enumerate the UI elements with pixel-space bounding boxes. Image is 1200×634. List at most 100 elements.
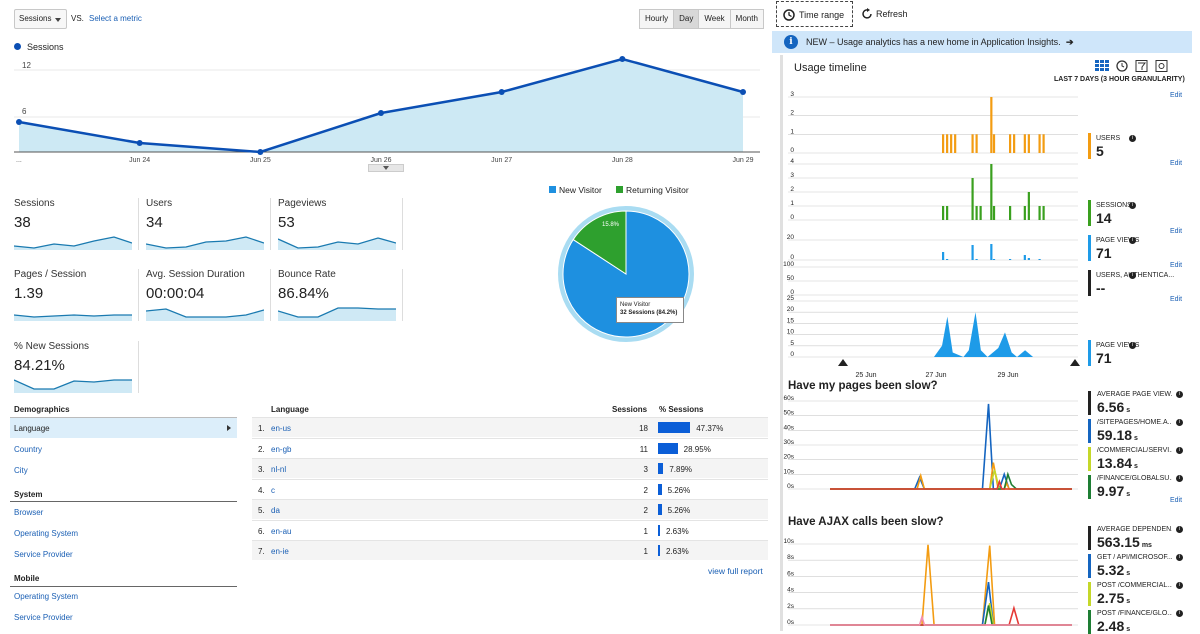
metric-label-users: USERS	[1096, 135, 1121, 142]
info-icon[interactable]: i	[1176, 447, 1183, 454]
table-row[interactable]: 1. en-us 18 47.37%	[252, 417, 768, 437]
demographics-city[interactable]: City	[14, 466, 28, 475]
pageviews-bar	[1023, 255, 1026, 260]
scrollbar-track[interactable]	[780, 55, 783, 631]
ajax-series-other	[830, 605, 1072, 626]
info-icon[interactable]: i	[1176, 582, 1183, 589]
info-icon[interactable]: i	[1176, 419, 1183, 426]
system-os[interactable]: Operating System	[14, 529, 79, 538]
metric-avg-session-duration[interactable]: Avg. Session Duration 00:00:04	[146, 269, 270, 321]
mobile-os[interactable]: Operating System	[14, 592, 79, 601]
time-range-button[interactable]: Time range	[776, 1, 853, 27]
row-language-link[interactable]: en-gb	[271, 444, 292, 454]
metric-users[interactable]: Users 34	[146, 198, 270, 250]
metric-value-sessions: 14	[1096, 210, 1112, 226]
info-icon[interactable]: i	[1176, 475, 1183, 482]
info-icon[interactable]: i	[1176, 610, 1183, 617]
row-language-link[interactable]: en-au	[271, 526, 292, 536]
y-tick-label: 1	[790, 128, 794, 135]
clock-icon	[783, 9, 795, 21]
system-service-provider[interactable]: Service Provider	[14, 550, 73, 559]
row-language-link[interactable]: en-us	[271, 424, 292, 433]
data-point	[740, 89, 746, 95]
edit-link[interactable]: Edit	[1170, 497, 1183, 504]
week-button[interactable]: Week	[698, 9, 731, 29]
row-sessions: 18	[639, 424, 648, 433]
info-icon[interactable]: i	[1176, 554, 1183, 561]
users-bar	[992, 134, 996, 153]
table-row[interactable]: 7. en-ie 1 2.63%	[252, 540, 768, 560]
metric-bounce-rate[interactable]: Bounce Rate 86.84%	[278, 269, 402, 321]
edit-link[interactable]: Edit	[1170, 262, 1183, 269]
metric-new-sessions[interactable]: % New Sessions 84.21%	[14, 341, 138, 393]
y-tick-label: 0	[790, 214, 794, 221]
table-row[interactable]: 5. da 2 5.26%	[252, 499, 768, 519]
metric-color-bar	[1088, 340, 1091, 366]
metric-sessions[interactable]: Sessions 38	[14, 198, 138, 250]
pageviews-bar	[971, 245, 974, 260]
row-sessions: 2	[643, 506, 648, 515]
info-icon[interactable]: i	[1176, 391, 1183, 398]
row-language-link[interactable]: nl-nl	[271, 465, 287, 474]
metric-color-bar	[1088, 526, 1091, 550]
demographics-country[interactable]: Country	[14, 445, 43, 454]
metric-pages-per-session[interactable]: Pages / Session 1.39	[14, 269, 138, 321]
metric-unit: s	[1134, 463, 1138, 470]
info-icon[interactable]: i	[1129, 202, 1136, 209]
row-language-link[interactable]: en-ie	[271, 547, 289, 556]
divider	[138, 269, 139, 321]
x-tick-label: Jun 27	[491, 157, 512, 164]
settings-icon[interactable]	[1155, 60, 1169, 72]
edit-link[interactable]: Edit	[1170, 160, 1183, 167]
table-row[interactable]: 6. en-au 1 2.63%	[252, 519, 768, 540]
filter-icon[interactable]	[1135, 60, 1149, 72]
metric-select[interactable]: Sessions	[14, 9, 67, 29]
metric-unit: ms	[1141, 542, 1152, 549]
notification-banner[interactable]: i NEW – Usage analytics has a new home i…	[772, 31, 1192, 53]
metric-value: 84.21%	[14, 357, 65, 374]
info-icon[interactable]: i	[1176, 526, 1183, 533]
table-row[interactable]: 3. nl-nl 3 7.89%	[252, 458, 768, 478]
time-range-label: Time range	[799, 10, 845, 20]
row-language-link[interactable]: da	[271, 506, 280, 515]
info-icon[interactable]: i	[1129, 272, 1136, 279]
mobile-service-provider[interactable]: Service Provider	[14, 613, 73, 622]
ajax-title: Have AJAX calls been slow?	[788, 516, 944, 528]
system-browser[interactable]: Browser	[14, 508, 44, 517]
row-pct: 47.37%	[696, 424, 724, 433]
sessions-bar	[1023, 206, 1026, 220]
select-metric-link[interactable]: Select a metric	[89, 14, 142, 23]
metric-value: 38	[14, 214, 31, 231]
pageviews-bar	[1009, 259, 1012, 260]
y-tick-label: 0	[790, 289, 794, 296]
info-icon[interactable]: i	[1129, 342, 1136, 349]
edit-link[interactable]: Edit	[1170, 228, 1183, 235]
history-icon[interactable]	[1115, 60, 1129, 72]
metric-pageviews[interactable]: Pageviews 53	[278, 198, 402, 250]
demographics-language-item[interactable]: Language	[10, 417, 237, 438]
table-row[interactable]: 2. en-gb 11 28.95%	[252, 437, 768, 458]
metric-label: % New Sessions	[14, 341, 90, 352]
row-language-link[interactable]: c	[271, 485, 275, 495]
metric-label: Avg. Session Duration	[146, 269, 245, 280]
row-pct: 2.63%	[666, 547, 689, 556]
metric-label: Bounce Rate	[278, 269, 336, 280]
row-number: 5.	[258, 506, 265, 515]
chevron-right-icon	[227, 425, 231, 431]
row-pct: 2.63%	[666, 526, 689, 536]
view-full-report-link[interactable]: view full report	[708, 566, 763, 576]
row-number: 3.	[258, 465, 265, 474]
arrow-right-icon: ➔	[1066, 37, 1074, 47]
chart-resize-handle[interactable]	[368, 164, 404, 172]
metric-number: 13.84	[1097, 455, 1133, 471]
info-icon[interactable]: i	[1129, 237, 1136, 244]
metric-value-pageviews: 71	[1096, 245, 1112, 261]
refresh-button[interactable]: Refresh	[858, 1, 918, 27]
table-row[interactable]: 4. c 2 5.26%	[252, 478, 768, 499]
info-icon[interactable]: i	[1129, 135, 1136, 142]
grid-icon[interactable]	[1095, 60, 1109, 72]
edit-link[interactable]: Edit	[1170, 92, 1183, 99]
edit-link[interactable]: Edit	[1170, 296, 1183, 303]
metric-value-pageviews-total: 71	[1096, 350, 1112, 366]
month-button[interactable]: Month	[729, 9, 764, 29]
